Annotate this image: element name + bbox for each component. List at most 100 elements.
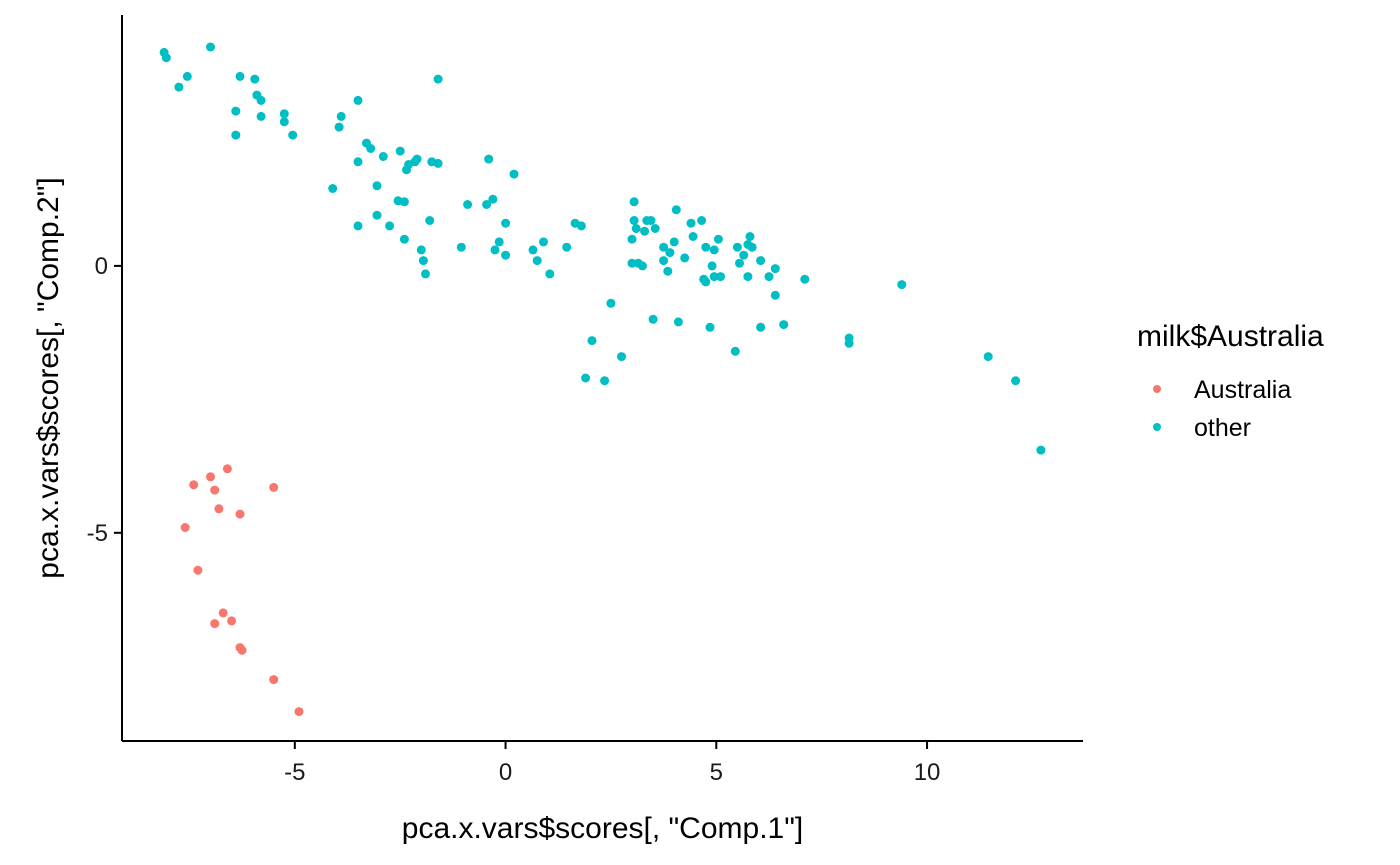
point-other-54 (533, 256, 542, 265)
point-australia-9 (219, 608, 228, 617)
point-other-12 (257, 112, 266, 121)
point-australia-0 (189, 480, 198, 489)
point-other-89 (680, 253, 689, 262)
point-other-2 (206, 43, 215, 52)
point-other-30 (484, 155, 493, 164)
point-other-65 (672, 205, 681, 214)
point-other-13 (354, 96, 363, 105)
legend-key-other (1153, 423, 1161, 431)
point-other-96 (743, 272, 752, 281)
point-australia-8 (193, 566, 202, 575)
y-tick-label: 0 (95, 253, 108, 280)
point-other-75 (714, 235, 723, 244)
point-other-43 (400, 235, 409, 244)
series-other (160, 43, 1046, 455)
point-other-33 (373, 181, 382, 190)
point-other-72 (670, 237, 679, 246)
point-other-47 (491, 245, 500, 254)
point-other-5 (236, 72, 245, 81)
point-other-31 (510, 170, 519, 179)
x-axis-title: pca.x.vars$scores[, "Comp.1"] (402, 812, 803, 845)
point-other-61 (632, 224, 641, 233)
point-australia-10 (210, 619, 219, 628)
point-other-3 (183, 72, 192, 81)
point-other-108 (731, 347, 740, 356)
point-other-14 (337, 112, 346, 121)
point-other-98 (800, 275, 809, 284)
point-other-101 (649, 315, 658, 324)
point-australia-11 (227, 616, 236, 625)
point-other-100 (606, 299, 615, 308)
legend-label-other: other (1194, 414, 1251, 442)
point-other-77 (733, 243, 742, 252)
point-other-94 (716, 272, 725, 281)
point-other-1 (162, 53, 171, 62)
point-other-32 (328, 184, 337, 193)
point-other-41 (425, 216, 434, 225)
point-other-49 (419, 256, 428, 265)
point-other-64 (651, 224, 660, 233)
point-other-92 (708, 261, 717, 270)
point-australia-2 (223, 464, 232, 473)
point-australia-4 (269, 483, 278, 492)
point-other-42 (354, 221, 363, 230)
point-other-114 (581, 374, 590, 383)
x-tick-label: 10 (914, 759, 941, 786)
point-other-58 (577, 221, 586, 230)
point-australia-5 (181, 523, 190, 532)
point-other-22 (379, 152, 388, 161)
point-other-76 (710, 245, 719, 254)
legend-label-australia: Australia (1194, 376, 1291, 404)
point-other-20 (366, 144, 375, 153)
point-other-23 (354, 157, 363, 166)
point-other-66 (687, 219, 696, 228)
point-other-97 (765, 272, 774, 281)
point-other-17 (231, 131, 240, 140)
point-other-21 (396, 147, 405, 156)
point-other-112 (984, 352, 993, 361)
point-other-106 (588, 336, 597, 345)
point-other-107 (617, 352, 626, 361)
point-other-88 (663, 267, 672, 276)
point-other-11 (280, 109, 289, 118)
point-other-38 (488, 195, 497, 204)
point-other-69 (640, 227, 649, 236)
point-other-50 (501, 251, 510, 260)
point-other-73 (689, 232, 698, 241)
point-other-115 (600, 376, 609, 385)
point-other-102 (674, 317, 683, 326)
point-other-63 (647, 216, 656, 225)
point-other-53 (539, 237, 548, 246)
point-other-113 (1011, 376, 1020, 385)
point-other-56 (562, 243, 571, 252)
point-other-78 (746, 232, 755, 241)
point-other-15 (280, 117, 289, 126)
point-other-45 (501, 219, 510, 228)
point-other-67 (697, 216, 706, 225)
point-other-36 (463, 200, 472, 209)
point-other-86 (638, 261, 647, 270)
point-other-35 (400, 197, 409, 206)
point-other-83 (771, 264, 780, 273)
legend-key-australia (1153, 385, 1161, 393)
point-other-16 (335, 123, 344, 132)
series-australia (181, 464, 304, 716)
point-other-116 (1036, 446, 1045, 455)
point-other-51 (421, 269, 430, 278)
point-other-80 (739, 251, 748, 260)
point-other-81 (748, 243, 757, 252)
point-australia-1 (206, 472, 215, 481)
point-other-46 (457, 243, 466, 252)
point-other-103 (706, 323, 715, 332)
point-australia-3 (210, 486, 219, 495)
point-australia-7 (236, 510, 245, 519)
point-other-27 (434, 159, 443, 168)
point-other-7 (434, 75, 443, 84)
point-other-4 (174, 83, 183, 92)
point-other-104 (756, 323, 765, 332)
point-australia-6 (214, 504, 223, 513)
point-other-74 (701, 243, 710, 252)
point-other-55 (545, 269, 554, 278)
legend: milk$Australia Australia other (1137, 320, 1324, 442)
point-other-9 (257, 96, 266, 105)
